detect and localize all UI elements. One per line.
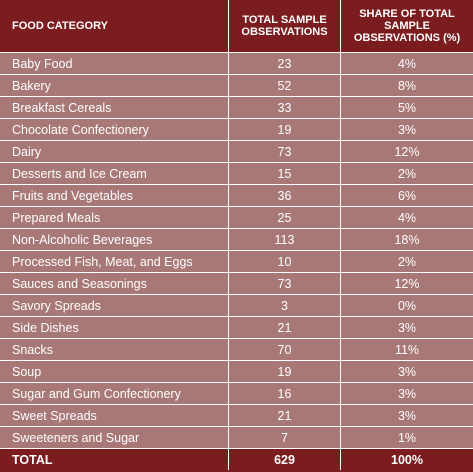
table-row: Non-Alcoholic Beverages 113 18% bbox=[0, 228, 473, 250]
table-row: Bakery 52 8% bbox=[0, 74, 473, 96]
row-food-category: Savory Spreads bbox=[0, 295, 229, 316]
row-total-observations: 3 bbox=[229, 295, 341, 316]
row-total-observations: 70 bbox=[229, 339, 341, 360]
row-food-category: Sweeteners and Sugar bbox=[0, 427, 229, 448]
table-row: Snacks 70 11% bbox=[0, 338, 473, 360]
total-observations: 629 bbox=[229, 449, 341, 470]
row-total-observations: 16 bbox=[229, 383, 341, 404]
row-total-observations: 73 bbox=[229, 273, 341, 294]
table-row: Baby Food 23 4% bbox=[0, 52, 473, 74]
header-share-of-total: SHARE OF TOTAL SAMPLE OBSERVATIONS (%) bbox=[353, 8, 461, 44]
row-share: 3% bbox=[397, 320, 417, 335]
row-food-category: Chocolate Confectionery bbox=[0, 119, 229, 140]
row-share: 3% bbox=[397, 408, 417, 423]
table-row: Breakfast Cereals 33 5% bbox=[0, 96, 473, 118]
row-share: 18% bbox=[394, 232, 420, 247]
row-food-category: Sugar and Gum Confectionery bbox=[0, 383, 229, 404]
total-label: TOTAL bbox=[0, 449, 229, 470]
table-row: Sweet Spreads 21 3% bbox=[0, 404, 473, 426]
row-total-observations: 73 bbox=[229, 141, 341, 162]
header-total-sample-observations: TOTAL SAMPLE OBSERVATIONS bbox=[229, 0, 341, 52]
table-header: FOOD CATEGORY TOTAL SAMPLE OBSERVATIONS … bbox=[0, 0, 473, 52]
row-food-category: Sweet Spreads bbox=[0, 405, 229, 426]
row-total-observations: 10 bbox=[229, 251, 341, 272]
row-food-category: Non-Alcoholic Beverages bbox=[0, 229, 229, 250]
row-food-category: Side Dishes bbox=[0, 317, 229, 338]
table-row: Sugar and Gum Confectionery 16 3% bbox=[0, 382, 473, 404]
total-share: 100% bbox=[391, 452, 423, 467]
row-share: 3% bbox=[397, 386, 417, 401]
row-share: 2% bbox=[397, 254, 417, 269]
row-total-observations: 23 bbox=[229, 53, 341, 74]
table-row: Side Dishes 21 3% bbox=[0, 316, 473, 338]
row-total-observations: 21 bbox=[229, 405, 341, 426]
row-share: 4% bbox=[397, 210, 417, 225]
row-share: 8% bbox=[397, 78, 417, 93]
row-share: 0% bbox=[397, 298, 417, 313]
table-row: Soup 19 3% bbox=[0, 360, 473, 382]
table-row: Chocolate Confectionery 19 3% bbox=[0, 118, 473, 140]
row-share: 4% bbox=[397, 56, 417, 71]
row-food-category: Soup bbox=[0, 361, 229, 382]
table-row: Dairy 73 12% bbox=[0, 140, 473, 162]
row-share: 12% bbox=[394, 276, 420, 291]
row-food-category: Snacks bbox=[0, 339, 229, 360]
row-total-observations: 15 bbox=[229, 163, 341, 184]
table-row: Sweeteners and Sugar 7 1% bbox=[0, 426, 473, 448]
table-row: Sauces and Seasonings 73 12% bbox=[0, 272, 473, 294]
row-total-observations: 33 bbox=[229, 97, 341, 118]
row-food-category: Breakfast Cereals bbox=[0, 97, 229, 118]
row-share: 1% bbox=[397, 430, 417, 445]
row-total-observations: 7 bbox=[229, 427, 341, 448]
row-share: 3% bbox=[397, 364, 417, 379]
row-total-observations: 21 bbox=[229, 317, 341, 338]
row-total-observations: 25 bbox=[229, 207, 341, 228]
row-total-observations: 36 bbox=[229, 185, 341, 206]
row-share: 11% bbox=[394, 342, 420, 357]
table-row: Processed Fish, Meat, and Eggs 10 2% bbox=[0, 250, 473, 272]
row-share: 5% bbox=[397, 100, 417, 115]
row-total-observations: 19 bbox=[229, 361, 341, 382]
row-food-category: Desserts and Ice Cream bbox=[0, 163, 229, 184]
row-total-observations: 19 bbox=[229, 119, 341, 140]
table-row: Prepared Meals 25 4% bbox=[0, 206, 473, 228]
row-share: 12% bbox=[394, 144, 420, 159]
header-food-category: FOOD CATEGORY bbox=[0, 0, 229, 52]
row-share: 3% bbox=[397, 122, 417, 137]
row-total-observations: 52 bbox=[229, 75, 341, 96]
row-share: 2% bbox=[397, 166, 417, 181]
table-row: Fruits and Vegetables 36 6% bbox=[0, 184, 473, 206]
row-total-observations: 113 bbox=[229, 229, 341, 250]
row-food-category: Baby Food bbox=[0, 53, 229, 74]
row-food-category: Bakery bbox=[0, 75, 229, 96]
row-food-category: Dairy bbox=[0, 141, 229, 162]
table-total-row: TOTAL 629 100% bbox=[0, 448, 473, 472]
row-food-category: Prepared Meals bbox=[0, 207, 229, 228]
row-food-category: Sauces and Seasonings bbox=[0, 273, 229, 294]
row-share: 6% bbox=[397, 188, 417, 203]
row-food-category: Processed Fish, Meat, and Eggs bbox=[0, 251, 229, 272]
table-row: Desserts and Ice Cream 15 2% bbox=[0, 162, 473, 184]
row-food-category: Fruits and Vegetables bbox=[0, 185, 229, 206]
table-row: Savory Spreads 3 0% bbox=[0, 294, 473, 316]
